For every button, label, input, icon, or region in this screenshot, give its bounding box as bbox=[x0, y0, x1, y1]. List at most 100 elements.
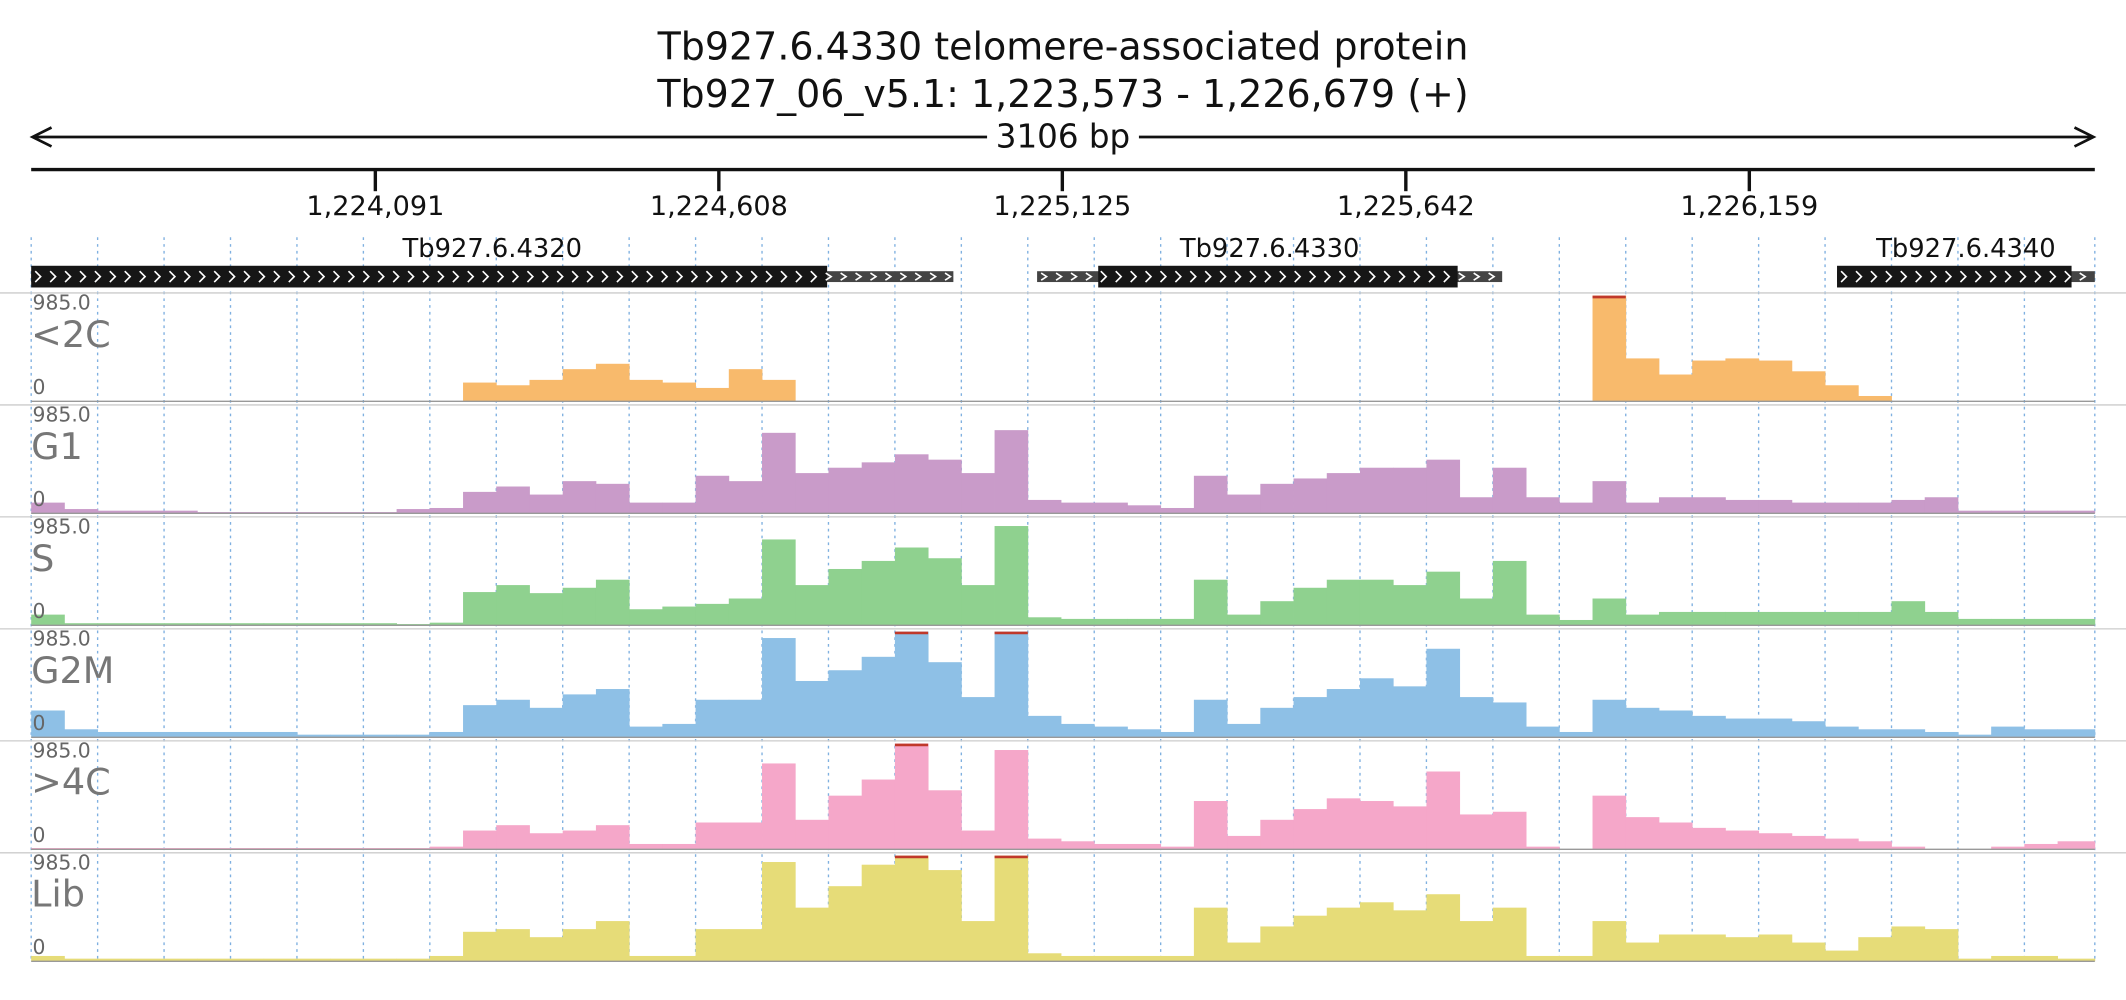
coverage-bar bbox=[562, 587, 597, 626]
coverage-bar bbox=[529, 937, 564, 962]
strand-chevron bbox=[705, 270, 713, 283]
coverage-bar bbox=[1625, 942, 1660, 962]
strand-chevron bbox=[765, 270, 773, 283]
strand-chevron bbox=[1458, 272, 1466, 281]
coverage-bar bbox=[1227, 723, 1261, 738]
strand-chevron bbox=[392, 270, 400, 283]
strand-chevron bbox=[288, 270, 296, 283]
coverage-bar bbox=[629, 379, 663, 402]
coverage-bar bbox=[762, 379, 796, 402]
span-label-bg bbox=[987, 119, 1139, 155]
coverage-bar bbox=[1592, 921, 1627, 962]
strand-chevron bbox=[690, 270, 699, 283]
coverage-bar bbox=[1492, 467, 1527, 514]
y-tick-label: 985.0 bbox=[33, 739, 91, 763]
coverage-bar bbox=[2024, 843, 2059, 850]
coverage-bar bbox=[1592, 598, 1627, 626]
coverage-bar bbox=[1957, 510, 1992, 514]
coverage-bar bbox=[429, 731, 464, 738]
coverage-bar bbox=[64, 509, 99, 514]
coverage-bar bbox=[1492, 560, 1527, 626]
coverage-bar bbox=[595, 363, 630, 402]
coverage-bar bbox=[1359, 678, 1394, 738]
strand-chevron bbox=[1944, 270, 1953, 283]
coverage-bar bbox=[529, 833, 564, 850]
coverage-bar bbox=[1393, 910, 1427, 962]
strand-chevron bbox=[616, 270, 624, 283]
strand-chevron bbox=[735, 270, 743, 283]
coverage-bar bbox=[629, 955, 663, 962]
coverage-bar bbox=[1061, 841, 1095, 850]
coverage-bar bbox=[263, 731, 298, 738]
coverage-bar bbox=[164, 958, 198, 962]
coverage-bar bbox=[296, 623, 331, 626]
coverage-bar bbox=[1359, 801, 1394, 850]
coverage-bar bbox=[1094, 618, 1128, 626]
y-tick-label: 0 bbox=[33, 375, 46, 399]
coverage-bar bbox=[1592, 295, 1627, 402]
coverage-bar bbox=[1160, 731, 1195, 738]
coverage-bar bbox=[1791, 942, 1826, 962]
coverage-bar bbox=[97, 958, 132, 962]
strand-chevron bbox=[1338, 270, 1347, 283]
coverage-bar bbox=[1526, 614, 1560, 626]
coverage-bar bbox=[994, 750, 1029, 850]
coverage-bar bbox=[1825, 385, 1859, 402]
strand-chevron bbox=[497, 270, 505, 283]
strand-chevron bbox=[780, 270, 788, 283]
coverage-bar bbox=[1393, 585, 1427, 626]
coverage-bar bbox=[629, 726, 663, 738]
coverage-bar bbox=[961, 585, 995, 626]
strand-chevron bbox=[1100, 270, 1108, 283]
coverage-bar bbox=[894, 743, 929, 850]
coverage-bar bbox=[164, 623, 198, 626]
coverage-bar bbox=[1061, 955, 1095, 962]
track: 0 985.0>4C bbox=[0, 739, 2126, 851]
coverage-bar bbox=[795, 907, 829, 962]
y-tick-label: 0 bbox=[33, 711, 46, 735]
coverage-bar bbox=[662, 502, 696, 514]
strand-chevron bbox=[825, 272, 833, 281]
strand-chevron bbox=[1383, 270, 1391, 283]
coverage-bar bbox=[1260, 819, 1294, 850]
coverage-bar bbox=[1692, 934, 1726, 962]
coverage-bar bbox=[1061, 502, 1095, 514]
coverage-bar bbox=[330, 734, 364, 738]
strand-chevron bbox=[1219, 270, 1227, 283]
coverage-bar bbox=[1260, 707, 1294, 738]
x-tick-label: 1,225,642 bbox=[1337, 191, 1475, 222]
coverage-bar bbox=[130, 623, 165, 626]
coverage-bar bbox=[1858, 841, 1892, 850]
coverage-bar bbox=[1359, 467, 1394, 514]
coverage-bar bbox=[728, 481, 763, 514]
coverage-bar bbox=[396, 509, 431, 514]
coverage-bar bbox=[662, 723, 696, 738]
coverage-bar bbox=[1094, 843, 1128, 850]
coverage-bar bbox=[1658, 497, 1693, 514]
coverage-bar bbox=[1791, 611, 1826, 626]
x-tick-label: 1,224,608 bbox=[650, 191, 788, 222]
coverage-bar bbox=[728, 699, 763, 738]
coverage-bar bbox=[1891, 499, 1926, 514]
track-name: <2C bbox=[31, 313, 110, 356]
track-name: S bbox=[31, 537, 54, 580]
coverage-bar bbox=[1692, 827, 1726, 850]
coverage-bar bbox=[1658, 611, 1693, 626]
strand-chevron bbox=[213, 270, 221, 283]
coverage-bar bbox=[961, 830, 995, 850]
coverage-bar bbox=[595, 921, 630, 962]
coverage-bar bbox=[662, 382, 696, 402]
coverage-bar bbox=[828, 467, 863, 514]
coverage-bar bbox=[429, 955, 464, 962]
coverage-bar bbox=[562, 369, 597, 402]
gene: Tb927.6.4330 bbox=[1037, 234, 1503, 288]
strand-chevron bbox=[884, 272, 893, 281]
coverage-bar bbox=[695, 822, 730, 850]
coverage-bar bbox=[1725, 611, 1760, 626]
strand-chevron bbox=[1070, 272, 1078, 281]
coverage-bar bbox=[1658, 710, 1693, 738]
coverage-bar bbox=[1559, 731, 1593, 738]
strand-chevron bbox=[2034, 270, 2042, 283]
coverage-bar bbox=[1227, 835, 1261, 850]
